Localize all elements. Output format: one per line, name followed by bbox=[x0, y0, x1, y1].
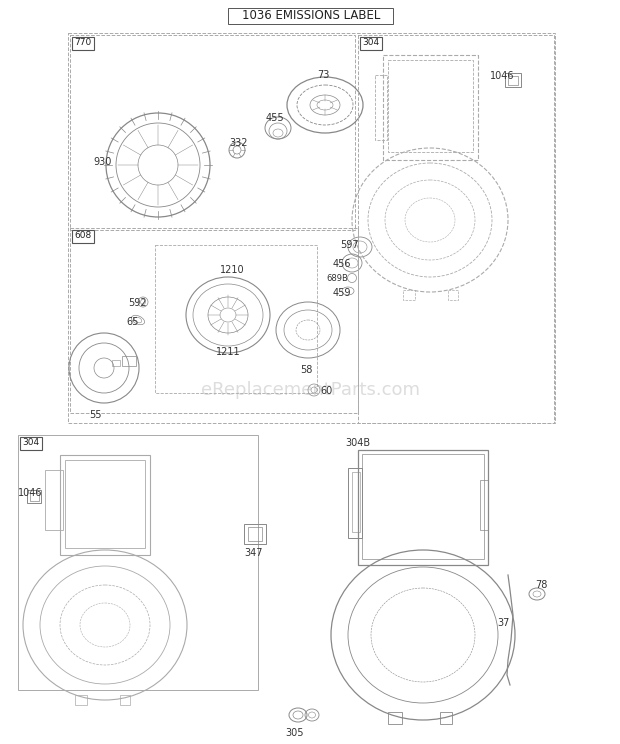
Bar bbox=[20, 437, 42, 450]
Text: 78: 78 bbox=[535, 580, 547, 590]
Bar bbox=[403, 290, 415, 300]
Bar bbox=[248, 527, 262, 541]
Bar bbox=[480, 480, 488, 530]
Text: 456: 456 bbox=[333, 259, 352, 269]
Bar bbox=[72, 37, 94, 50]
Text: 689B: 689B bbox=[326, 274, 348, 283]
Text: 305: 305 bbox=[286, 728, 304, 738]
Bar bbox=[72, 230, 94, 243]
Bar bbox=[68, 33, 555, 423]
Bar bbox=[122, 356, 136, 366]
Text: 37: 37 bbox=[497, 618, 510, 628]
Bar bbox=[120, 695, 130, 705]
Bar bbox=[505, 73, 521, 87]
Text: 60: 60 bbox=[320, 386, 332, 396]
Bar bbox=[508, 76, 518, 85]
Bar bbox=[155, 245, 317, 393]
Bar bbox=[60, 455, 150, 555]
Text: 459: 459 bbox=[333, 288, 352, 298]
Text: 1036 EMISSIONS LABEL: 1036 EMISSIONS LABEL bbox=[242, 9, 380, 22]
Text: 1210: 1210 bbox=[220, 265, 245, 275]
Text: 930: 930 bbox=[93, 157, 112, 167]
Bar bbox=[388, 712, 402, 724]
Text: 592: 592 bbox=[128, 298, 146, 308]
Bar bbox=[383, 55, 478, 160]
Text: 304B: 304B bbox=[345, 438, 370, 448]
Text: 58: 58 bbox=[300, 365, 312, 375]
Bar bbox=[27, 490, 41, 503]
Bar bbox=[440, 712, 452, 724]
Bar bbox=[18, 435, 258, 690]
Text: 304: 304 bbox=[22, 438, 39, 447]
Bar bbox=[448, 290, 458, 300]
Text: 347: 347 bbox=[244, 548, 262, 558]
Text: 1046: 1046 bbox=[490, 71, 515, 81]
Bar bbox=[112, 360, 120, 366]
Bar bbox=[375, 75, 387, 140]
Bar bbox=[70, 228, 358, 413]
Text: 597: 597 bbox=[340, 240, 358, 250]
Bar bbox=[360, 37, 382, 50]
Bar bbox=[45, 470, 63, 530]
Text: 55: 55 bbox=[89, 410, 102, 420]
Text: 1046: 1046 bbox=[18, 488, 43, 498]
Bar bbox=[358, 35, 554, 423]
Bar bbox=[30, 493, 39, 501]
Bar bbox=[358, 450, 488, 565]
Bar bbox=[244, 524, 266, 544]
Bar bbox=[348, 468, 362, 538]
Text: 1211: 1211 bbox=[216, 347, 241, 357]
Bar bbox=[75, 695, 87, 705]
Bar bbox=[352, 472, 360, 532]
Text: 608: 608 bbox=[74, 231, 91, 240]
Text: 73: 73 bbox=[317, 70, 329, 80]
Text: 304: 304 bbox=[362, 38, 379, 47]
Bar bbox=[362, 454, 484, 559]
Bar bbox=[65, 460, 145, 548]
Text: eReplacementParts.com: eReplacementParts.com bbox=[200, 381, 420, 399]
Text: 65: 65 bbox=[126, 317, 138, 327]
Bar bbox=[228, 8, 393, 24]
Text: 770: 770 bbox=[74, 38, 91, 47]
Bar bbox=[388, 60, 473, 152]
Text: 455: 455 bbox=[266, 113, 285, 123]
Bar bbox=[70, 35, 355, 230]
Text: 332: 332 bbox=[229, 138, 247, 148]
